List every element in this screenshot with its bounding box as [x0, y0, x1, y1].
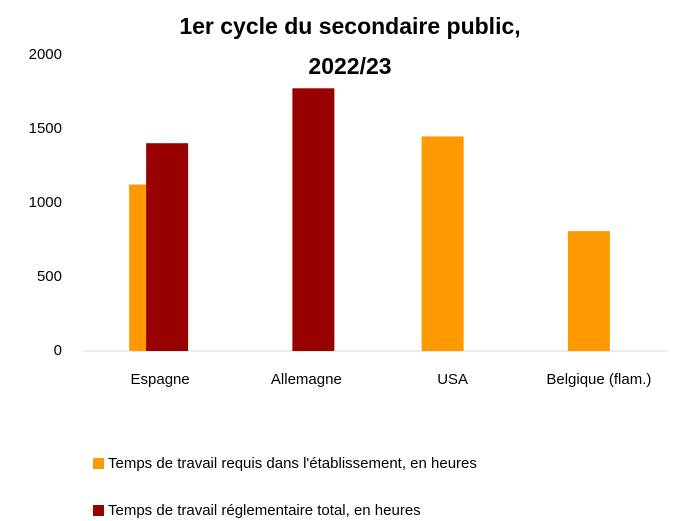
bar	[146, 143, 189, 351]
x-tick-label: Belgique (flam.)	[546, 371, 651, 388]
x-tick-label: USA	[437, 371, 468, 388]
legend-swatch	[93, 458, 104, 469]
x-tick-label: Espagne	[131, 371, 190, 388]
y-tick-label: 1000	[29, 194, 62, 211]
bar	[292, 88, 335, 352]
y-tick-label: 0	[54, 342, 62, 359]
legend-label: Temps de travail réglementaire total, en…	[108, 502, 421, 519]
y-tick-label: 1500	[29, 120, 62, 137]
bar	[421, 136, 464, 351]
bar	[567, 231, 610, 351]
legend-swatch	[93, 505, 104, 516]
chart-title: 1er cycle du secondaire public, 2022/23	[179, 13, 521, 79]
x-tick-label: Allemagne	[271, 371, 342, 388]
legend-label: Temps de travail requis dans l'établisse…	[108, 455, 477, 472]
y-tick-label: 2000	[29, 46, 62, 63]
y-tick-label: 500	[37, 268, 62, 285]
